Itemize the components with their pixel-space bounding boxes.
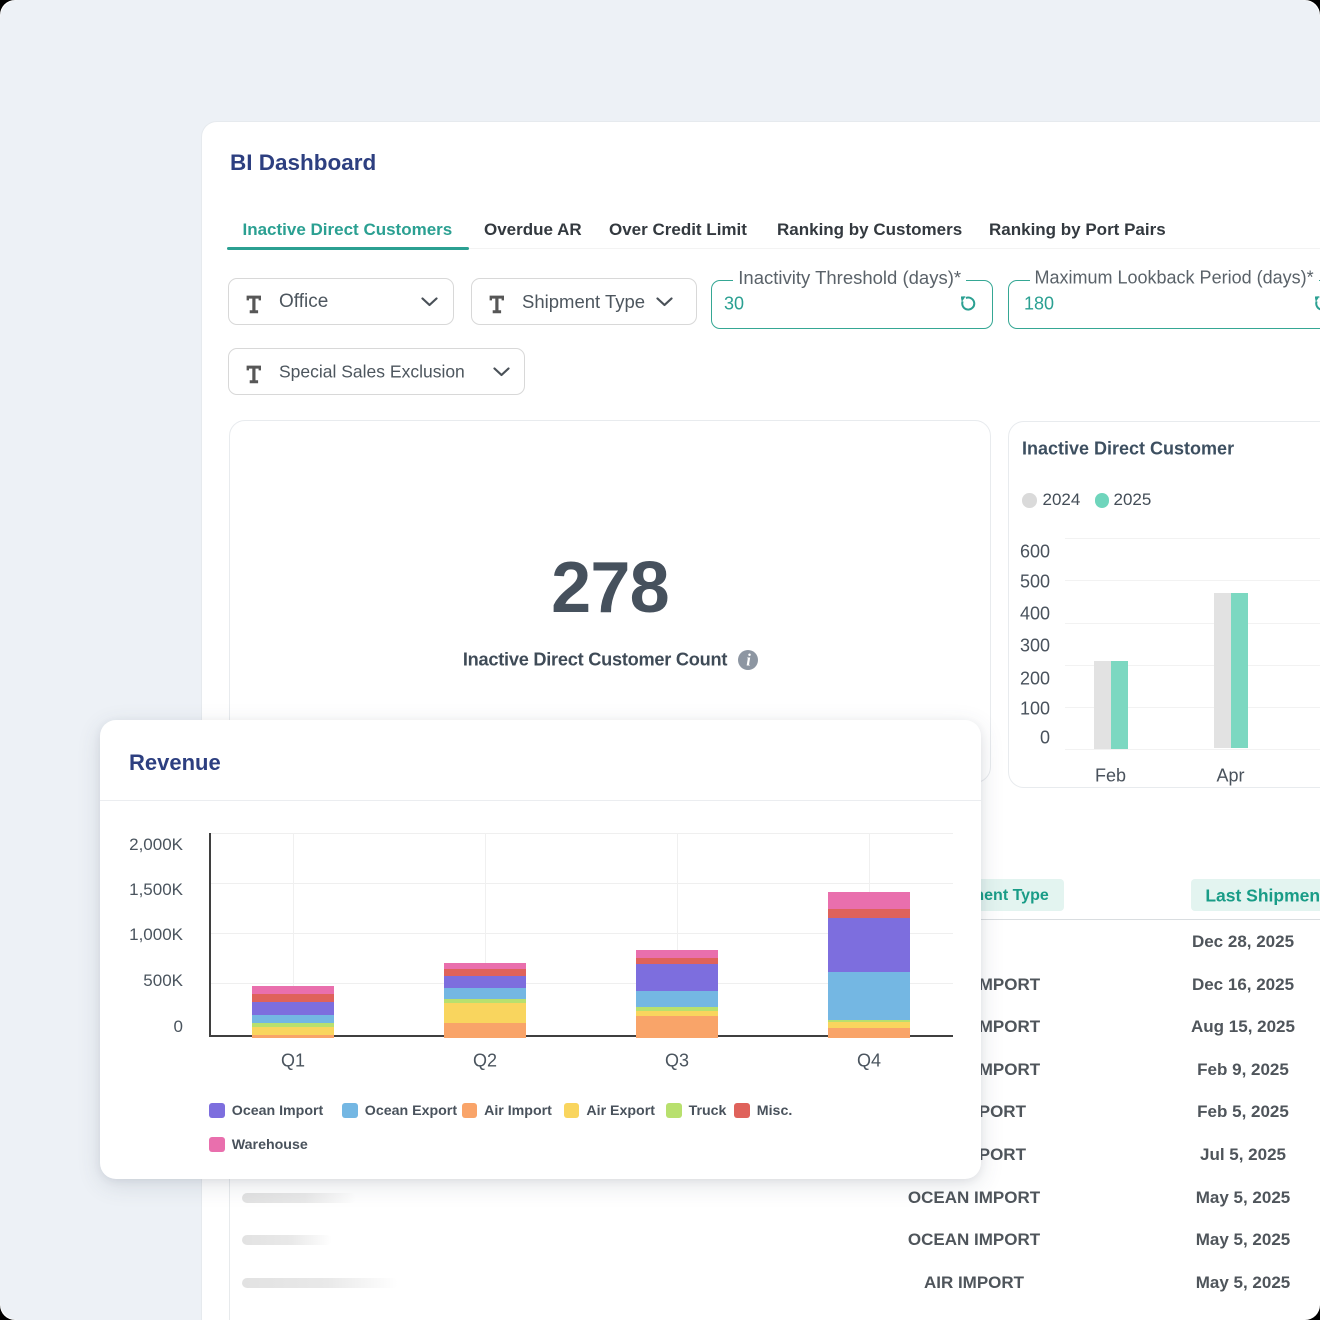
- svg-text:i: i: [746, 651, 751, 670]
